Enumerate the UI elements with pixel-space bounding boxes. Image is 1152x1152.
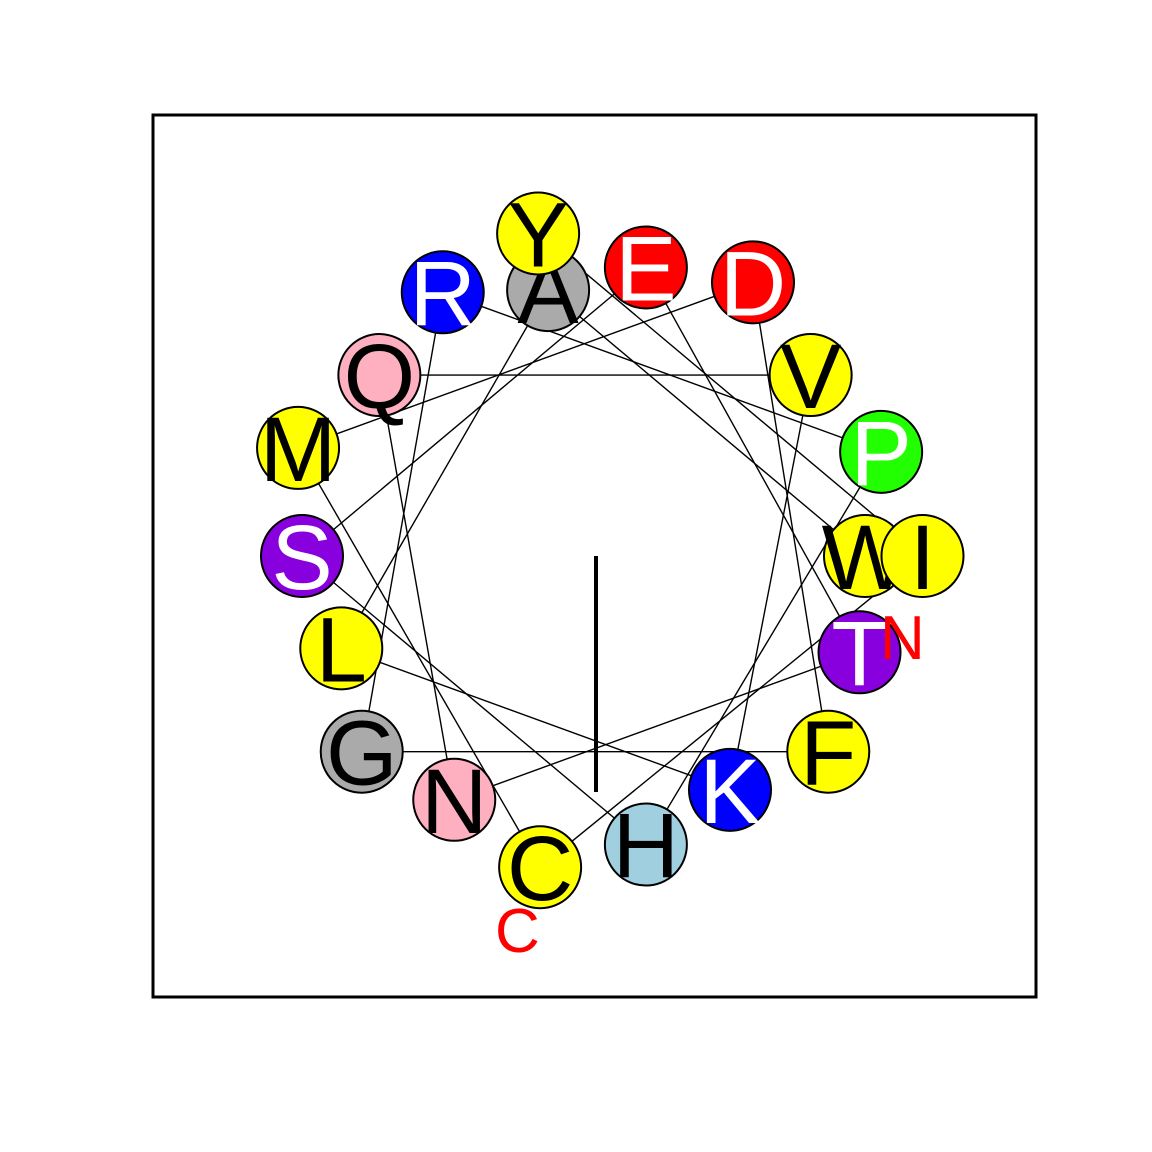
residue-letter: M [260, 399, 337, 501]
residue-n: N [412, 751, 497, 853]
residue-y: Y [496, 184, 581, 286]
residue-connector [301, 555, 647, 846]
residue-g: G [319, 703, 404, 805]
residue-letter: F [800, 703, 856, 805]
residue-letter: N [421, 751, 487, 853]
residue-letter: Q [344, 326, 416, 428]
residue-letter: K [699, 741, 760, 843]
residue-circle [603, 225, 688, 310]
residue-f: F [786, 703, 871, 805]
residue-circle [337, 333, 422, 418]
residue-letter: S [271, 507, 332, 609]
residue-connector [537, 232, 923, 557]
residue-circle [688, 747, 772, 832]
residue-connector [378, 374, 455, 800]
residue-letter: L [316, 599, 367, 701]
residue-circle [260, 514, 344, 598]
residue-letter: V [780, 326, 841, 428]
residue-letter: P [850, 403, 911, 505]
residue-circle [496, 191, 581, 276]
residue-i: I [880, 507, 965, 609]
residue-h: H [603, 796, 688, 898]
plot-frame [151, 113, 1038, 999]
residue-v: V [768, 326, 853, 428]
residue-circle [412, 757, 497, 842]
residue-k: K [688, 741, 772, 843]
residue-s: S [260, 507, 344, 609]
n-terminus-label: N [880, 604, 925, 673]
residue-letter: C [507, 818, 573, 920]
residue-connector [454, 651, 860, 801]
residue-m: M [256, 399, 341, 501]
residue-e: E [603, 218, 688, 320]
residue-connector [340, 289, 549, 649]
residue-circle [839, 409, 924, 494]
residue-connector [361, 292, 444, 752]
residue-letter: T [831, 603, 887, 705]
residue-letter: R [410, 243, 476, 345]
residue-l: L [299, 599, 384, 701]
residue-t: T [817, 603, 902, 705]
residue-letter: H [613, 796, 679, 898]
residue-letter: E [615, 218, 676, 320]
residue-connector [729, 374, 812, 790]
residue-circle [400, 250, 485, 335]
residue-c: C [498, 818, 583, 920]
residue-connector [645, 267, 861, 653]
residue-connector [539, 555, 923, 868]
residue-connector [645, 451, 882, 845]
c-terminus-label: C [495, 897, 540, 966]
residue-circle [299, 606, 384, 691]
residue-connector [297, 447, 541, 868]
residue-circle [768, 333, 853, 418]
residue-circle [786, 709, 871, 794]
residue-connectors [297, 232, 923, 868]
residue-p: P [839, 403, 924, 505]
residue-connector [442, 291, 882, 453]
residue-circle [256, 405, 341, 490]
residue-r: R [400, 243, 485, 345]
residue-letter: D [720, 233, 786, 335]
residue-circle [711, 240, 795, 325]
residue-d: D [711, 233, 795, 335]
residue-circle [319, 709, 404, 794]
residue-connector [752, 282, 829, 752]
residue-circle [498, 825, 583, 910]
residue-letter: I [910, 507, 936, 609]
residue-letter: Y [507, 184, 568, 286]
residue-circle [880, 514, 965, 598]
residue-circle [603, 802, 688, 887]
residue-q: Q [337, 326, 422, 428]
residue-connector [297, 281, 754, 449]
residue-letter: G [326, 703, 398, 805]
residue-connector [547, 289, 866, 557]
residue-circle [817, 610, 902, 695]
residue-connector [301, 266, 647, 557]
